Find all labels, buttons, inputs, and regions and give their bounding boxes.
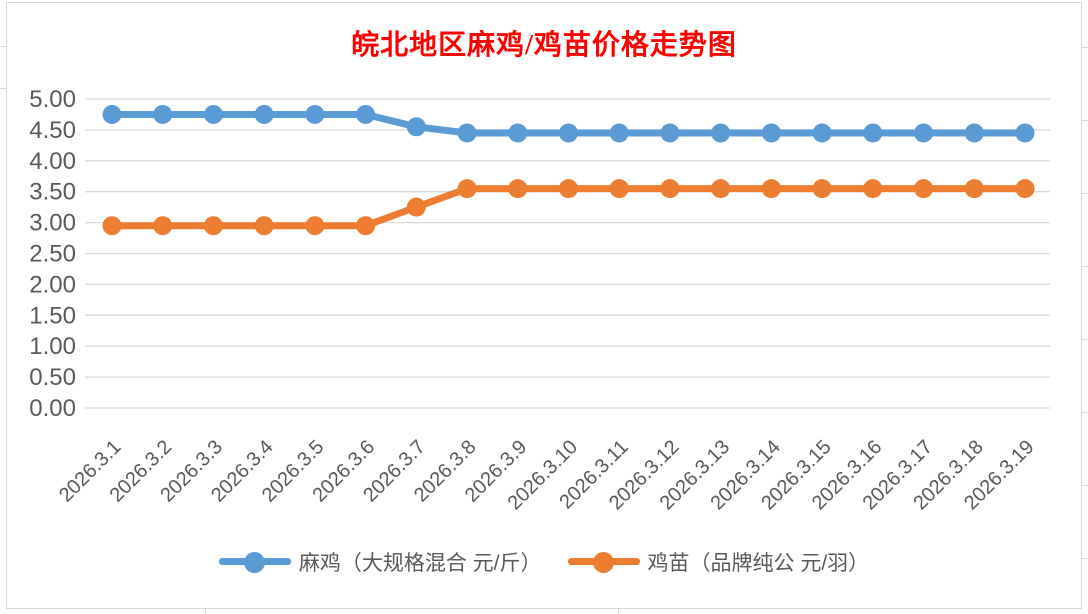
data-point[interactable] [305,104,325,124]
sheet-gridline [1082,558,1088,559]
y-tick-label: 4.50 [29,117,76,144]
data-point[interactable] [203,104,223,124]
sheet-gridline [1082,47,1088,48]
data-point[interactable] [102,104,122,124]
data-point[interactable] [761,123,781,143]
y-tick-label: 2.50 [29,241,76,268]
data-point[interactable] [914,123,934,143]
data-point[interactable] [863,179,883,199]
data-point[interactable] [254,104,274,124]
y-tick-label: 0.50 [29,364,76,391]
data-point[interactable] [660,179,680,199]
data-point[interactable] [609,179,629,199]
data-point[interactable] [559,123,578,143]
series-marker-icon [567,551,640,573]
sheet-gridline [618,609,619,614]
legend: 麻鸡（大规格混合 元/斤） 鸡苗（品牌纯公 元/羽） [0,547,1088,577]
data-point[interactable] [761,179,781,199]
data-point[interactable] [559,179,578,199]
data-point[interactable] [356,216,376,236]
chart-area[interactable] [6,2,1082,609]
data-point[interactable] [406,197,426,217]
data-point[interactable] [964,123,984,143]
y-tick-label: 0.00 [29,395,76,422]
y-tick-label: 1.00 [29,333,76,360]
data-point[interactable] [457,123,477,143]
data-point[interactable] [153,104,173,124]
data-point[interactable] [406,117,426,137]
data-point[interactable] [508,123,528,143]
legend-item-machicken[interactable]: 麻鸡（大规格混合 元/斤） [218,547,542,577]
y-tick-label: 3.00 [29,210,76,237]
y-tick-label: 2.00 [29,271,76,298]
y-tick-label: 4.00 [29,148,76,175]
legend-item-chick[interactable]: 鸡苗（品牌纯公 元/羽） [567,547,870,577]
data-point[interactable] [609,123,629,143]
data-point[interactable] [711,179,731,199]
sheet-gridline [205,609,206,614]
data-point[interactable] [1015,123,1035,143]
sheet-gridline [0,46,6,47]
data-point[interactable] [914,179,934,199]
data-point[interactable] [305,216,325,236]
data-point[interactable] [964,179,984,199]
data-point[interactable] [254,216,274,236]
data-point[interactable] [203,216,223,236]
chart-title[interactable]: 皖北地区麻鸡/鸡苗价格走势图 [351,30,737,61]
data-point[interactable] [102,216,122,236]
data-point[interactable] [457,179,477,199]
sheet-gridline [1082,412,1088,413]
y-tick-label: 5.00 [29,86,76,113]
data-point[interactable] [711,123,731,143]
sheet-gridline [1082,193,1088,194]
legend-label: 鸡苗（品牌纯公 元/羽） [647,552,870,575]
data-point[interactable] [1015,179,1035,199]
data-point[interactable] [812,123,832,143]
y-tick-label: 3.50 [29,179,76,206]
sheet-gridline [1082,266,1088,267]
sheet-gridline [0,88,6,89]
series-marker-icon [218,551,291,573]
y-tick-label: 1.50 [29,302,76,329]
data-point[interactable] [153,216,173,236]
sheet-gridline [1082,485,1088,486]
plot-area: 0.00 0.50 1.00 1.50 2.00 2.50 3.00 3.50 4.00 4.50… [29,86,1050,514]
data-point[interactable] [660,123,680,143]
data-point[interactable] [812,179,832,199]
data-point[interactable] [356,104,376,124]
data-point[interactable] [863,123,883,143]
legend-label: 麻鸡（大规格混合 元/斤） [298,552,542,575]
sheet-gridline [1082,120,1088,121]
data-point[interactable] [508,179,528,199]
sheet-gridline [1082,339,1088,340]
